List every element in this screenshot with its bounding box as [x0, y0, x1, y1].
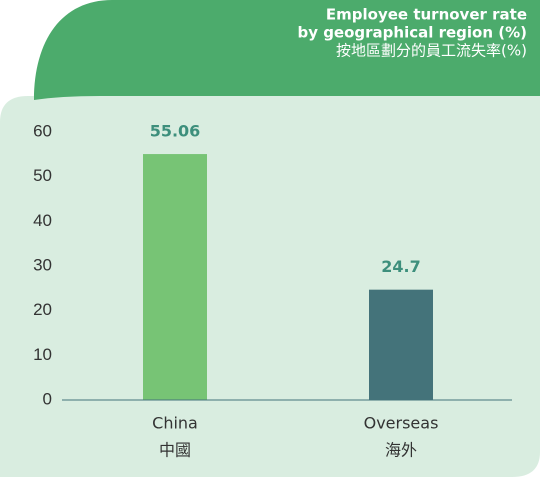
x-tick-label: 中國	[159, 441, 191, 460]
panel	[0, 96, 540, 477]
bar	[143, 154, 207, 400]
x-tick-label: 海外	[385, 441, 417, 460]
value-label: 24.7	[381, 257, 420, 276]
y-tick-label: 30	[33, 255, 52, 274]
y-tick-label: 0	[43, 389, 52, 408]
y-tick-label: 60	[33, 121, 52, 140]
value-label: 55.06	[150, 122, 201, 141]
y-tick-label: 40	[33, 211, 52, 230]
x-tick-label: China	[152, 414, 198, 433]
y-tick-label: 50	[33, 166, 52, 185]
chart-title: Employee turnover rate	[326, 6, 527, 24]
header	[34, 0, 540, 100]
bar	[369, 289, 433, 400]
chart-subtitle: 按地區劃分的員工流失率(%)	[336, 42, 527, 60]
y-tick-label: 10	[33, 345, 52, 364]
chart-title: by geographical region (%)	[297, 24, 527, 42]
x-tick-label: Overseas	[364, 414, 439, 433]
y-tick-label: 20	[33, 300, 52, 319]
